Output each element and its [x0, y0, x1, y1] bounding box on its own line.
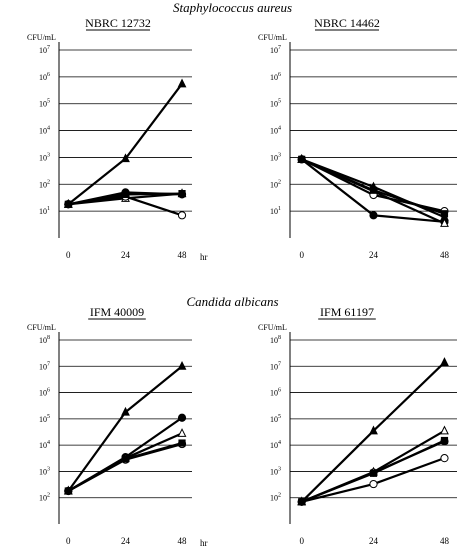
- data-point: [177, 413, 187, 422]
- chart-ifm-40009: IFM 40009 CFU/mL 102 103 104 105 106 107 108 0 24 4…: [27, 305, 208, 548]
- data-point: [121, 455, 130, 463]
- data-point: [177, 360, 187, 370]
- y-tick-label: 105: [39, 414, 50, 424]
- data-point: [369, 211, 378, 220]
- y-tick-label: 106: [39, 72, 50, 82]
- data-point: [440, 357, 449, 366]
- x-tick-label: 24: [121, 250, 131, 260]
- chart-title: IFM 40009: [90, 305, 144, 319]
- x-tick-label: 24: [369, 536, 379, 546]
- data-point: [178, 189, 186, 198]
- chart-title: IFM 61197: [320, 305, 374, 319]
- x-tick-label: 48: [440, 536, 450, 546]
- x-axis-unit: hr: [200, 252, 208, 262]
- x-tick-label: 0: [66, 250, 71, 260]
- y-tick-label: 107: [270, 361, 281, 371]
- section-title-staphylococcus: Staphylococcus aureus: [172, 0, 293, 15]
- data-point: [369, 469, 378, 477]
- data-point: [177, 78, 187, 88]
- y-tick-label: 103: [270, 152, 281, 162]
- y-tick-label: 104: [39, 126, 50, 136]
- y-tick-label: 106: [270, 72, 281, 82]
- data-point: [369, 479, 378, 489]
- y-tick-label: 105: [270, 414, 281, 424]
- data-point: [121, 406, 130, 416]
- data-point: [440, 210, 449, 218]
- y-tick-label: 104: [39, 440, 50, 450]
- data-point: [440, 436, 449, 445]
- y-tick-label: 107: [39, 45, 50, 55]
- data-point: [64, 487, 72, 495]
- x-tick-label: 0: [299, 536, 304, 546]
- chart-nbrc-12732: NBRC 12732 CFU/mL 101 102 103 104 105 106 107 0 24…: [27, 16, 208, 262]
- y-tick-label: 101: [270, 206, 281, 216]
- data-point: [440, 218, 449, 227]
- x-tick-label: 24: [121, 536, 131, 546]
- data-point: [64, 200, 72, 208]
- y-axis-label: CFU/mL: [258, 323, 287, 332]
- chart-title: NBRC 14462: [314, 16, 380, 30]
- y-tick-label: 103: [270, 466, 281, 476]
- y-tick-label: 107: [39, 361, 50, 371]
- y-tick-label: 102: [270, 493, 281, 503]
- y-axis-label: CFU/mL: [27, 323, 56, 332]
- y-tick-label: 102: [270, 179, 281, 189]
- data-point: [440, 425, 449, 435]
- x-tick-label: 0: [66, 536, 71, 546]
- y-tick-label: 102: [39, 493, 50, 503]
- chart-nbrc-14462: NBRC 14462 CFU/mL 101 102 103 104 105 106 107 0 24…: [258, 16, 457, 260]
- data-point: [369, 425, 378, 435]
- chart-title: NBRC 12732: [85, 16, 151, 30]
- chart-ifm-61197: IFM 61197 CFU/mL 102 103 104 105 106 107 108 0 24 4…: [258, 305, 457, 546]
- data-point: [178, 439, 186, 447]
- y-axis-label: CFU/mL: [27, 33, 56, 42]
- data-point: [440, 454, 449, 463]
- series-line: [67, 83, 183, 206]
- y-tick-label: 101: [39, 206, 50, 216]
- x-tick-label: 48: [178, 250, 188, 260]
- y-tick-label: 104: [270, 126, 281, 136]
- y-tick-label: 105: [270, 99, 281, 109]
- data-point: [177, 428, 187, 437]
- y-tick-label: 107: [270, 45, 281, 55]
- x-tick-label: 0: [299, 250, 304, 260]
- data-point: [121, 153, 130, 163]
- y-tick-label: 106: [270, 388, 281, 398]
- data-point: [369, 186, 378, 194]
- x-tick-label: 24: [369, 250, 379, 260]
- y-tick-label: 103: [39, 152, 50, 162]
- y-tick-label: 104: [270, 440, 281, 450]
- x-tick-label: 48: [440, 250, 450, 260]
- y-tick-label: 108: [39, 335, 50, 345]
- y-tick-label: 108: [270, 335, 281, 345]
- data-point: [121, 190, 130, 199]
- y-tick-label: 106: [39, 388, 50, 398]
- data-point: [177, 211, 187, 220]
- data-point: [298, 498, 306, 506]
- x-axis-unit: hr: [200, 538, 208, 548]
- y-tick-label: 105: [39, 99, 50, 109]
- x-tick-label: 48: [178, 536, 188, 546]
- y-tick-label: 102: [39, 179, 50, 189]
- y-tick-label: 103: [39, 466, 50, 476]
- section-title-candida: Candida albicans: [186, 294, 279, 309]
- y-axis-label: CFU/mL: [258, 33, 287, 42]
- data-point: [298, 155, 306, 163]
